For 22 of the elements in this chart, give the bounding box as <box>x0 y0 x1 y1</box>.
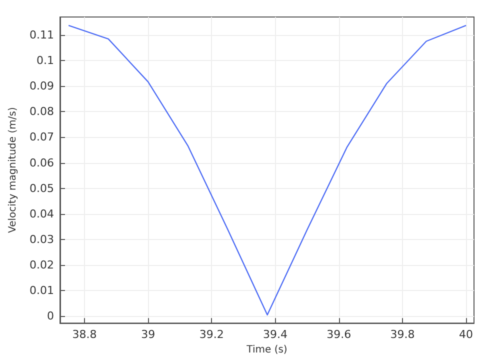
y-tick-label: 0.06 <box>30 156 54 170</box>
x-tick-label: 39.4 <box>263 328 288 342</box>
line-series <box>68 24 467 316</box>
y-axis-title: Velocity magnitude (m/s) <box>8 107 18 233</box>
x-tick-label: 40 <box>459 328 474 342</box>
y-tick-label: 0.07 <box>30 130 54 144</box>
y-tick-label: 0.08 <box>30 105 54 118</box>
x-tick-label: 39.2 <box>199 328 224 342</box>
y-tick-label: 0.1 <box>36 54 54 68</box>
y-tick-label: 0.05 <box>30 182 54 195</box>
y-tick-label: 0.09 <box>30 80 54 93</box>
x-tick-label: 39 <box>141 328 156 342</box>
x-tick-label: 38.8 <box>72 328 97 342</box>
x-axis-title: Time (s) <box>246 344 288 356</box>
y-tick-label: 0.04 <box>30 207 54 220</box>
y-tick-label: 0.02 <box>30 258 54 272</box>
y-tick-label: 0.01 <box>30 284 54 297</box>
y-tick-label: 0 <box>47 309 54 322</box>
x-tick-label: 39.8 <box>390 328 415 342</box>
y-tick-label: 0.11 <box>30 28 54 42</box>
y-tick-label: 0.03 <box>30 232 54 246</box>
x-tick-label: 39.6 <box>326 328 352 342</box>
